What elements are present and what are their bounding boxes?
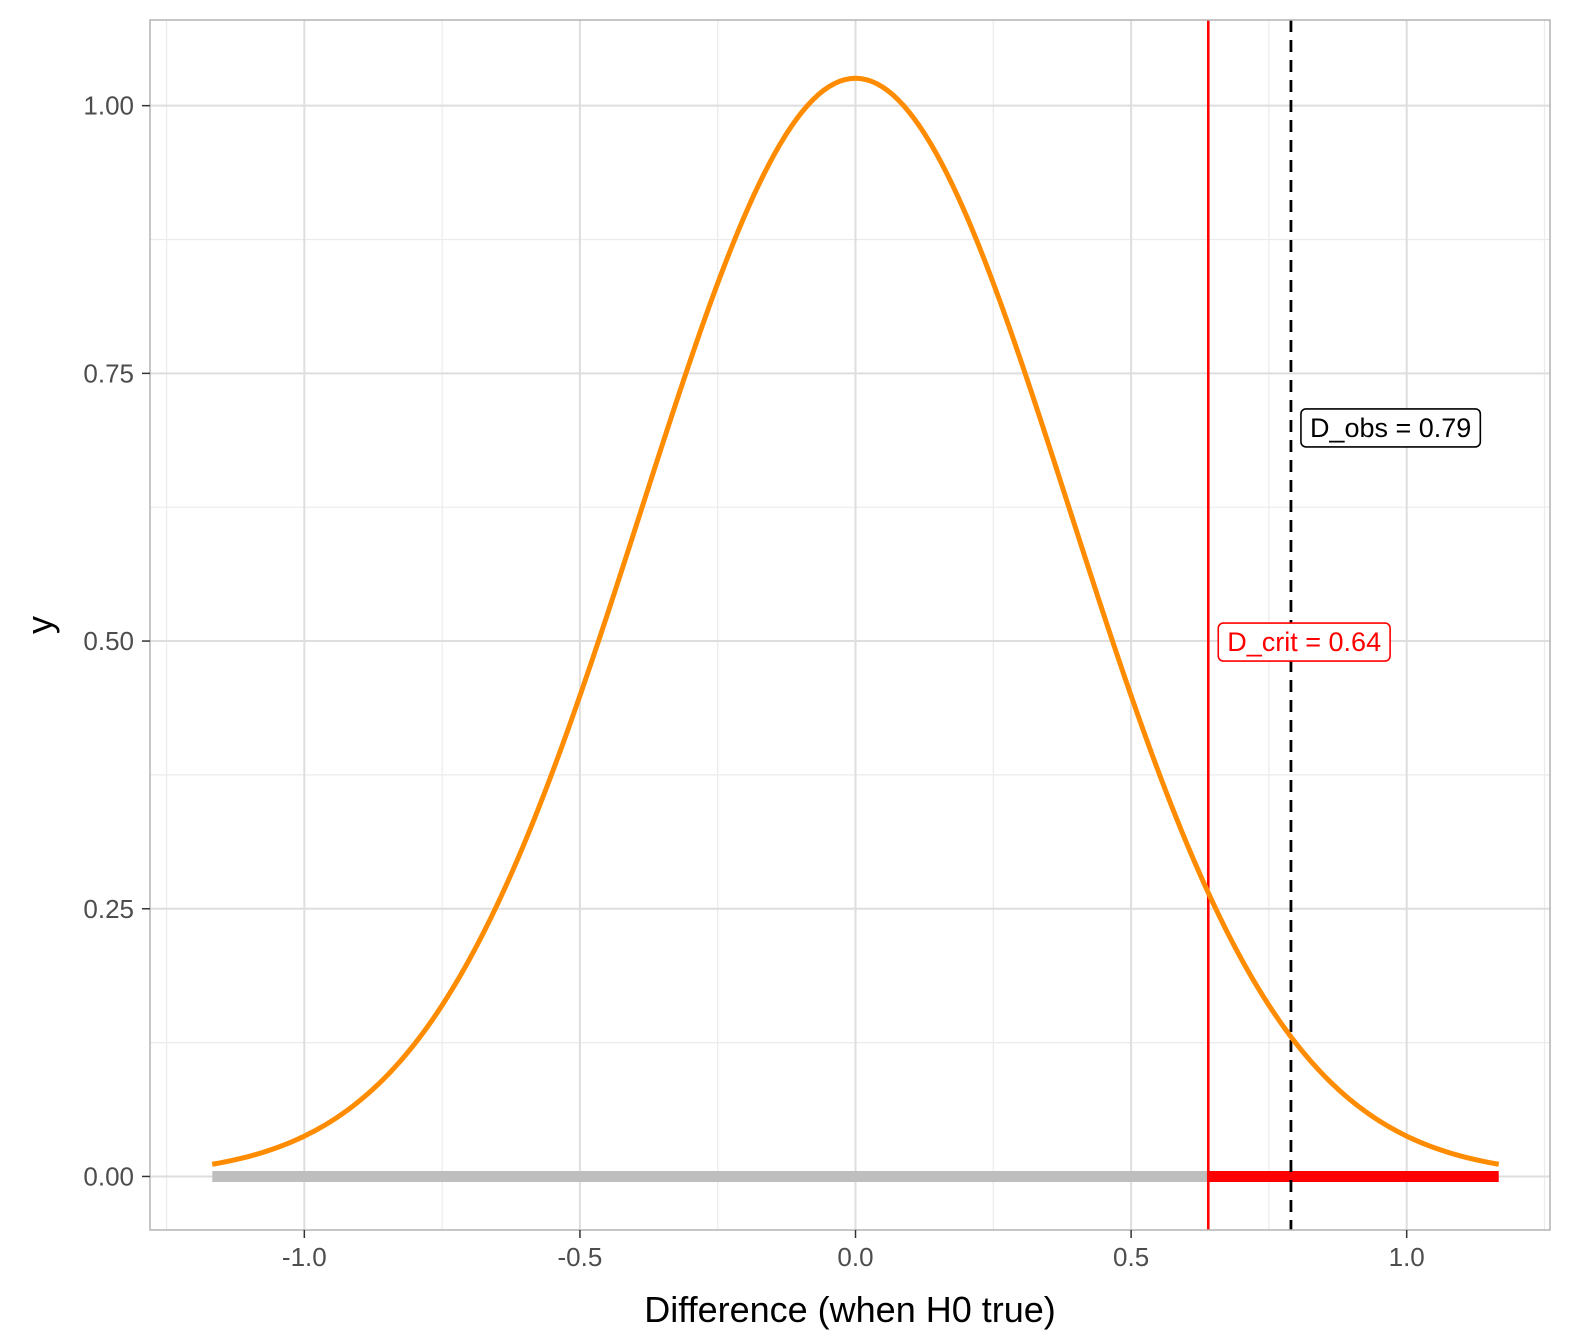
y-tick-label: 0.00 [83, 1161, 134, 1191]
density-curve [211, 75, 1500, 1167]
density-curves [211, 75, 1500, 1167]
y-tick-label: 0.50 [83, 626, 134, 656]
y-axis-ticks: 0.00 0.25 0.50 0.75 1.00 [83, 91, 150, 1191]
annotation-label: D_crit = 0.64 [1217, 622, 1391, 662]
x-axis-title: Difference (when H0 true) [644, 1289, 1056, 1330]
annotation-text: D_obs = 0.79 [1310, 413, 1471, 443]
x-tick-label: 0.0 [837, 1242, 873, 1272]
annotation-text: D_crit = 0.64 [1227, 627, 1381, 657]
x-tick-label: 1.0 [1389, 1242, 1425, 1272]
minor-gridlines [150, 20, 1550, 1230]
y-tick-label: 0.25 [83, 894, 134, 924]
y-tick-label: 1.00 [83, 91, 134, 121]
annotation-box [1217, 622, 1391, 662]
y-axis-title: y [19, 616, 60, 634]
annotation-box [1300, 408, 1482, 448]
annotations: D_crit = 0.64 D_obs = 0.79 [1217, 408, 1482, 662]
x-axis-ticks: -1.0 -0.5 0.0 0.5 1.0 [282, 1230, 1425, 1272]
plot-border [149, 19, 1551, 1231]
x-tick-label: 0.5 [1113, 1242, 1149, 1272]
x-tick-label: -1.0 [282, 1242, 327, 1272]
x-tick-label: -0.5 [558, 1242, 603, 1272]
y-tick-label: 0.75 [83, 358, 134, 388]
annotation-label: D_obs = 0.79 [1300, 408, 1482, 448]
